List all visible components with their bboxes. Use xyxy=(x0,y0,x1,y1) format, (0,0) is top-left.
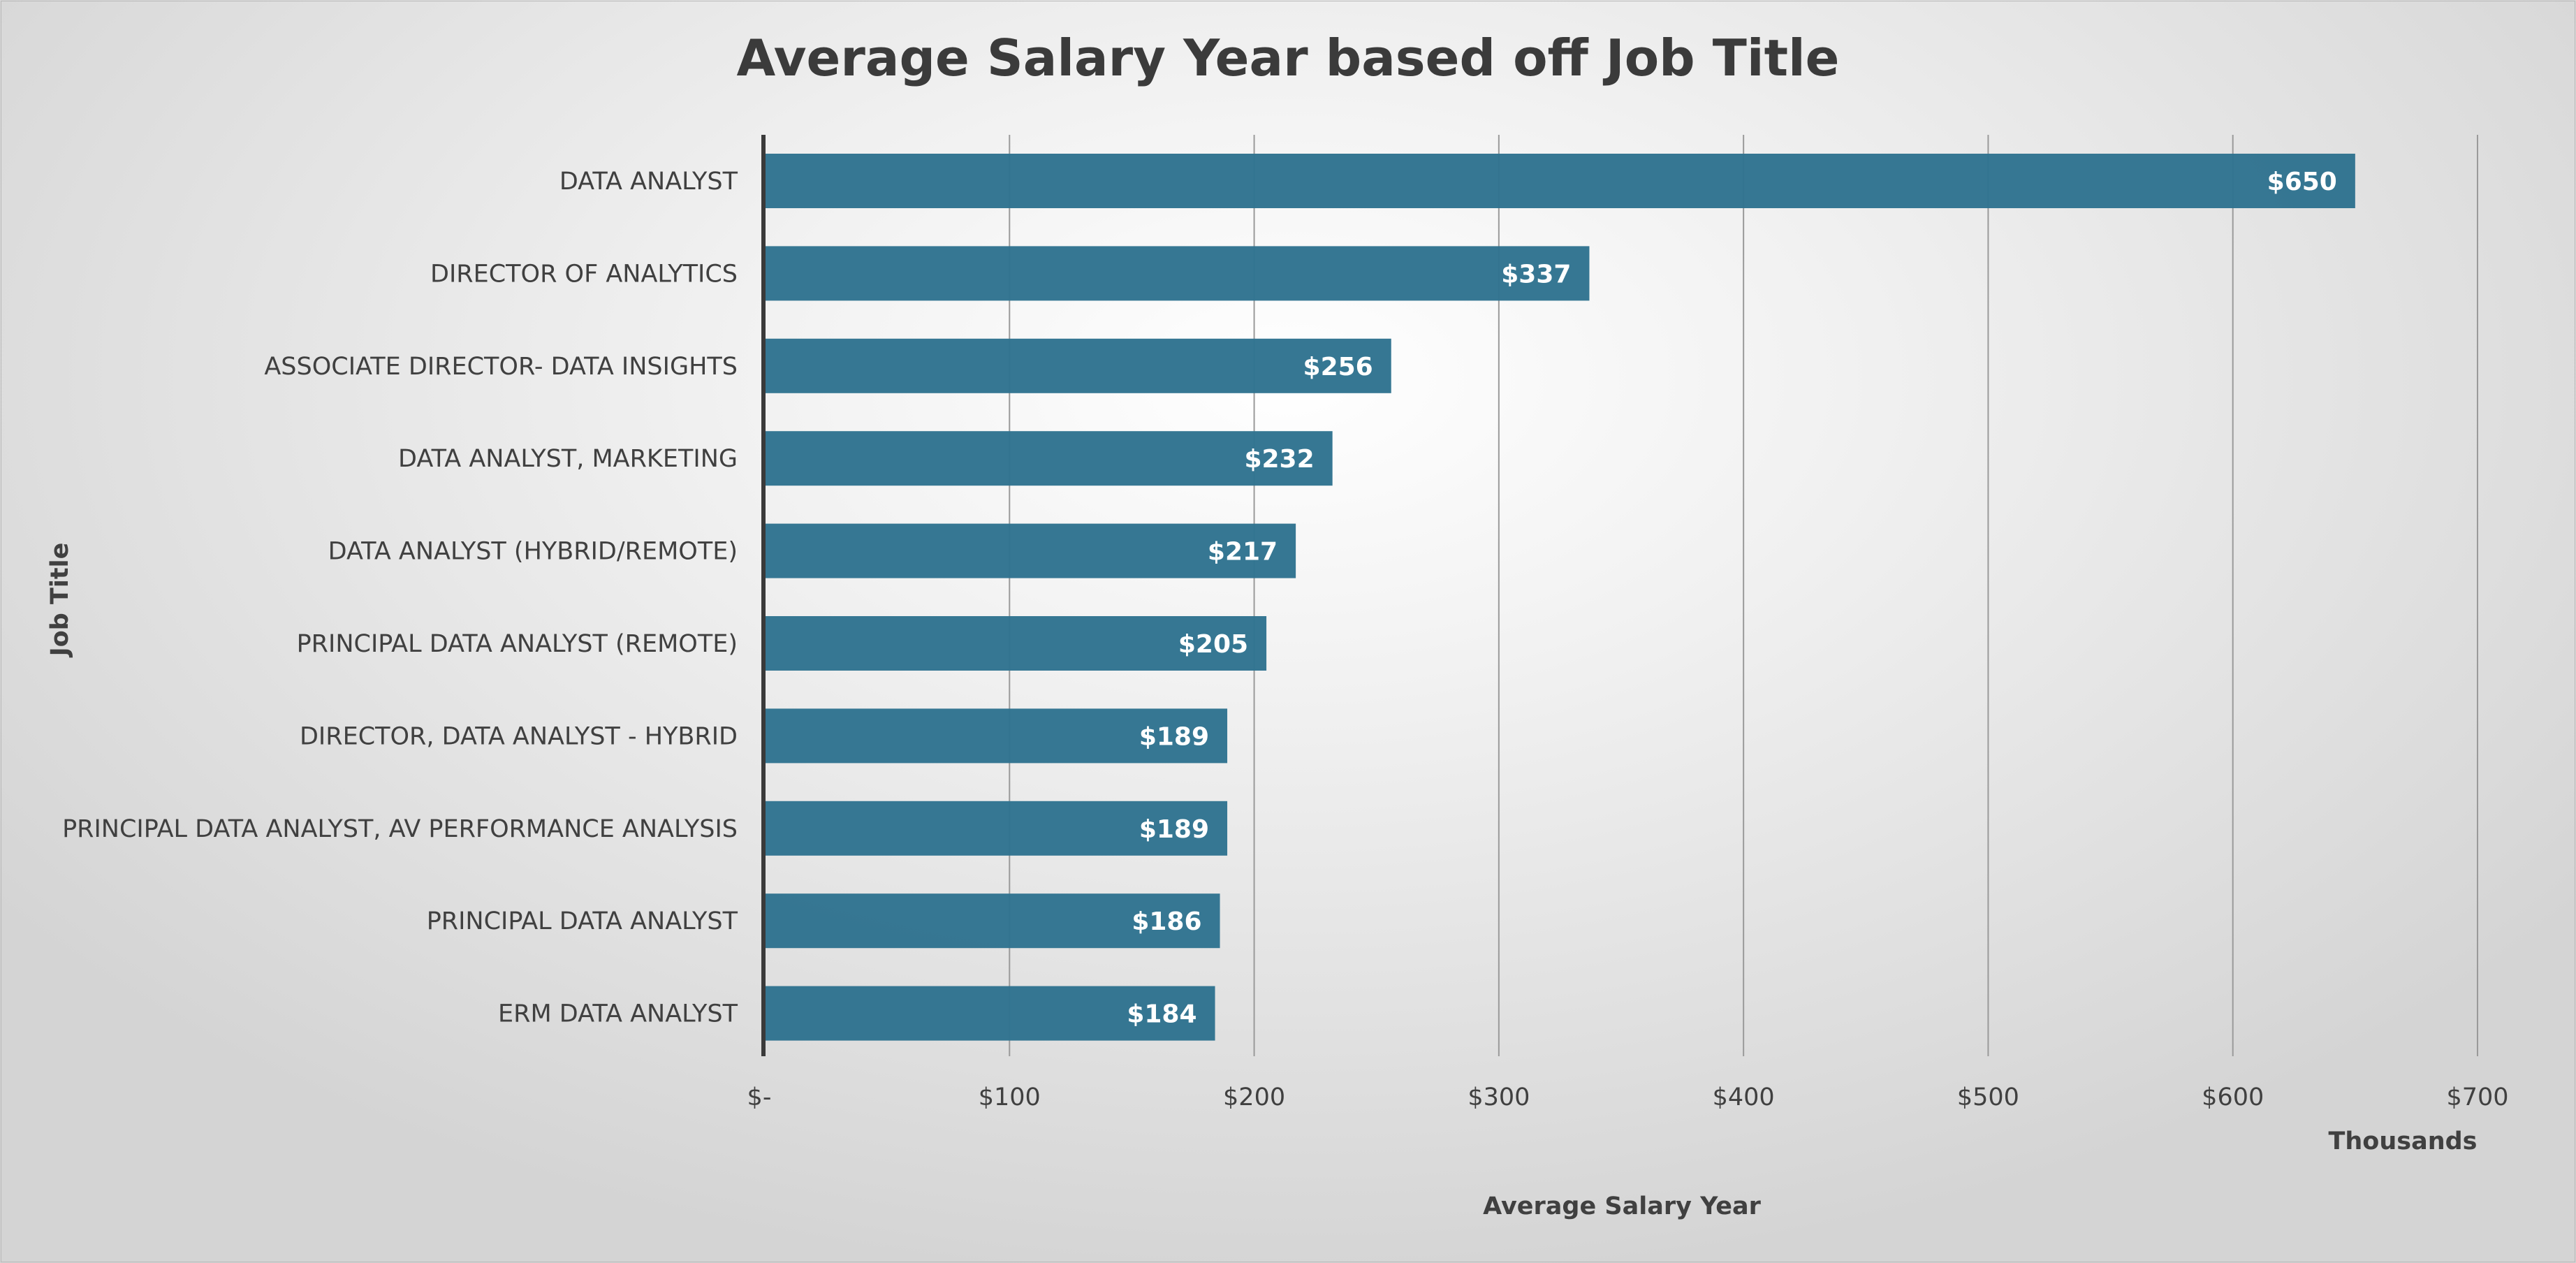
data-label: $232 xyxy=(1244,445,1314,474)
x-axis-unit-label: Thousands xyxy=(2328,1127,2477,1155)
x-tick-label: $500 xyxy=(1957,1083,2019,1111)
bar xyxy=(765,893,1220,949)
bar xyxy=(765,246,1590,301)
bar xyxy=(765,154,2355,208)
category-label: PRINCIPAL DATA ANALYST (REMOTE) xyxy=(297,630,738,658)
y-axis-title: Job Title xyxy=(46,543,74,658)
data-label: $189 xyxy=(1139,722,1209,751)
x-tick-label: $300 xyxy=(1468,1083,1530,1111)
data-label: $184 xyxy=(1127,1000,1196,1029)
category-label: DATA ANALYST (HYBRID/REMOTE) xyxy=(328,538,738,566)
bar xyxy=(765,986,1215,1041)
category-labels: DATA ANALYST DIRECTOR OF ANALYTICS ASSOCIA… xyxy=(62,168,738,1028)
x-tick-label: $- xyxy=(747,1083,772,1111)
category-label: DATA ANALYST xyxy=(559,168,738,196)
bar xyxy=(765,616,1267,671)
data-label: $189 xyxy=(1139,815,1209,844)
x-tick-label: $700 xyxy=(2446,1083,2508,1111)
category-label: DATA ANALYST, MARKETING xyxy=(398,445,738,473)
category-label: DIRECTOR, DATA ANALYST - HYBRID xyxy=(300,722,738,750)
data-label: $256 xyxy=(1303,353,1373,381)
category-label: DIRECTOR OF ANALYTICS xyxy=(430,260,738,288)
x-axis-title: Average Salary Year xyxy=(1483,1192,1761,1220)
category-label: ERM DATA ANALYST xyxy=(498,1000,738,1028)
category-label: ASSOCIATE DIRECTOR- DATA INSIGHTS xyxy=(264,353,738,381)
x-tick-label: $200 xyxy=(1223,1083,1285,1111)
x-tick-label: $600 xyxy=(2202,1083,2264,1111)
bar xyxy=(765,801,1228,856)
bar xyxy=(765,338,1391,393)
bars xyxy=(765,154,2355,1041)
data-label: $337 xyxy=(1501,260,1571,289)
category-label: PRINCIPAL DATA ANALYST, AV PERFORMANCE A… xyxy=(62,815,738,843)
x-tick-label: $100 xyxy=(979,1083,1041,1111)
data-label: $217 xyxy=(1208,538,1278,567)
data-label: $650 xyxy=(2267,168,2337,196)
x-tick-labels: $- $100 $200 $300 $400 $500 $600 $700 xyxy=(747,1083,2509,1111)
category-label: PRINCIPAL DATA ANALYST xyxy=(427,907,738,935)
data-label: $186 xyxy=(1132,907,1201,936)
data-labels: $650 $337 $256 $232 $217 $205 $189 $189 $186 $184 xyxy=(1127,168,2337,1029)
bar xyxy=(765,523,1296,578)
data-label: $205 xyxy=(1178,630,1248,659)
chart-title: Average Salary Year based off Job Title xyxy=(736,29,1839,87)
bar xyxy=(765,708,1228,764)
bar xyxy=(765,431,1333,486)
x-tick-label: $400 xyxy=(1713,1083,1775,1111)
